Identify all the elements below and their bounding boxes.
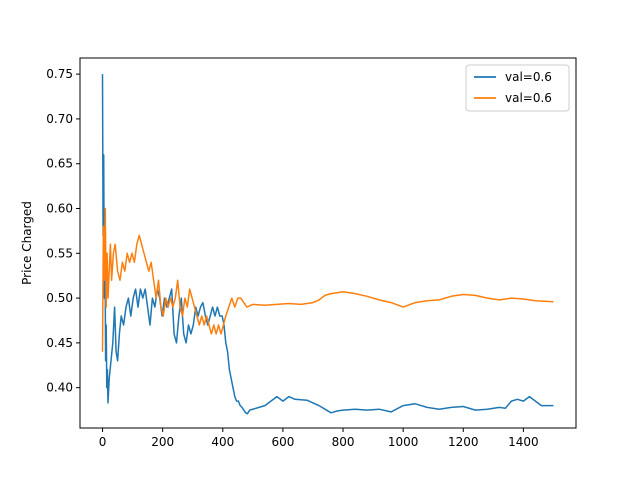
y-tick-label: 0.65 <box>46 157 73 171</box>
y-tick-label: 0.75 <box>46 67 73 81</box>
x-tick-label: 0 <box>99 435 107 449</box>
y-tick-label: 0.70 <box>46 112 73 126</box>
legend: val=0.6 val=0.6 <box>465 64 570 112</box>
y-tick-label: 0.55 <box>46 246 73 260</box>
x-tick-label: 1400 <box>508 435 539 449</box>
x-tick-label: 600 <box>271 435 294 449</box>
series-line-1 <box>101 74 554 415</box>
y-tick-label: 0.40 <box>46 381 73 395</box>
legend-label-1: val=0.6 <box>505 70 552 84</box>
y-tick-label: 0.50 <box>46 291 73 305</box>
x-tick-label: 200 <box>151 435 174 449</box>
x-tick-label: 400 <box>211 435 234 449</box>
legend-label-2: val=0.6 <box>505 91 552 105</box>
x-tick-label: 1200 <box>448 435 479 449</box>
y-tick-label: 0.45 <box>46 336 73 350</box>
x-tick-label: 1000 <box>388 435 419 449</box>
y-tick-label: 0.60 <box>46 202 73 216</box>
series-layer <box>101 74 554 415</box>
series-line-2 <box>101 207 554 352</box>
x-tick-label: 800 <box>332 435 355 449</box>
y-axis: 0.40 0.45 0.50 0.55 0.60 0.65 0.70 0.75 <box>46 67 80 395</box>
y-axis-label: Price Charged <box>20 201 34 285</box>
x-axis: 0 200 400 600 800 1000 1200 1400 <box>99 428 539 449</box>
plot-area-frame <box>79 57 577 429</box>
